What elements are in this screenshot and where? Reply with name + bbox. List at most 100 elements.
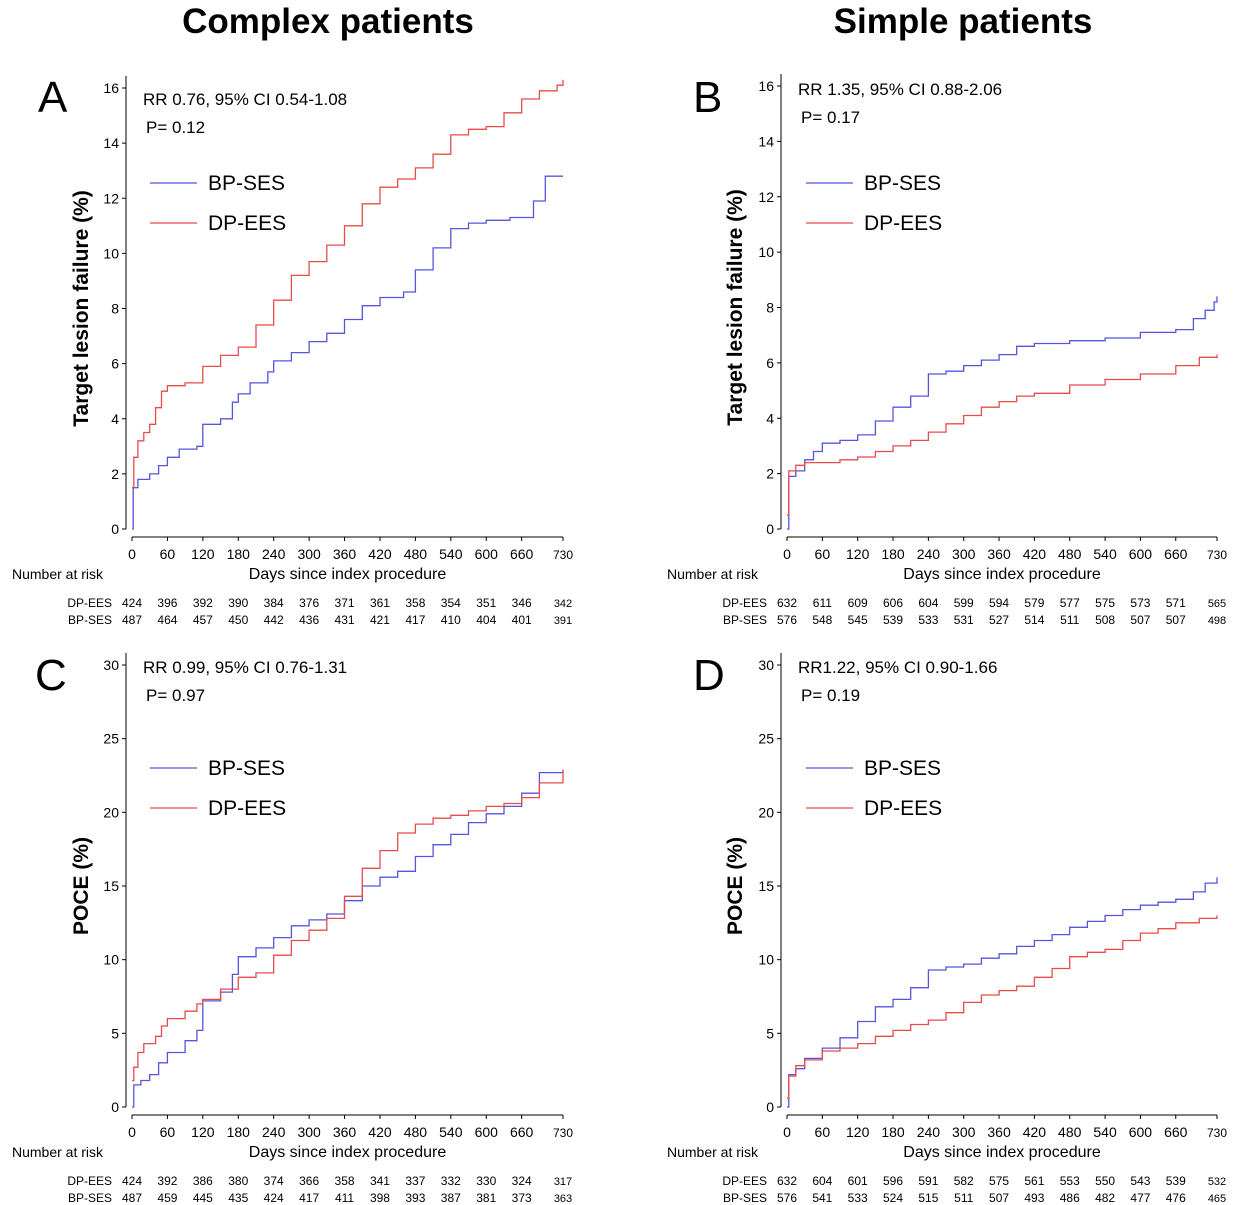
panel-a-risk-value: 390 [228,596,248,610]
panel-a-y-tick-label: 6 [111,356,119,372]
panel-a-y-axis-title: Target lesion failure (%) [70,190,93,427]
panel-b-x-tick-label: 0 [783,546,791,562]
panel-c-y-tick-label: 30 [103,657,119,673]
panel-a-risk-value: 487 [122,613,142,627]
panel-a-y-tick-label: 8 [111,301,119,317]
panel-b-risk-value: 573 [1130,596,1150,610]
panel-a-curve-bp-ses [132,175,563,530]
panel-c-risk-row-label: BP-SES [68,1191,112,1205]
panel-c-risk-value: 424 [264,1191,284,1205]
panel-d-risk-value: 507 [989,1191,1009,1205]
panel-d-risk-heading: Number at risk [667,1144,759,1160]
panel-d-risk-value: 533 [848,1191,868,1205]
panel-b-y-tick-label: 6 [766,355,774,371]
panel-c-risk-value: 386 [193,1174,213,1188]
column-title-simple: Simple patients [833,2,1093,41]
panel-b-legend-label-dp-ees: DP-EES [864,212,942,235]
panel-a-risk-value: 391 [554,615,572,627]
panel-d-risk-value: 576 [777,1191,797,1205]
panel-c-risk-value: 381 [476,1191,496,1205]
panel-c-risk-value: 435 [228,1191,248,1205]
panel-b-annotation-p: P= 0.17 [801,108,860,127]
panel-b-y-tick-label: 14 [758,133,774,149]
panel-a-x-tick-label: 0 [128,546,136,562]
panel-a-risk-value: 464 [157,613,177,627]
panel-a-annotation-rr: RR 0.76, 95% CI 0.54-1.08 [143,90,347,109]
panel-c-risk-value: 374 [264,1174,284,1188]
panel-a-risk-value: 442 [264,613,284,627]
panel-a-x-tick-label: 660 [510,546,534,562]
panel-d-y-tick-label: 20 [758,804,774,820]
panel-c-x-tick-label: 600 [475,1124,499,1140]
panel-c-y-axis-title: POCE (%) [70,837,93,935]
panel-c-risk-value: 424 [122,1174,142,1188]
panel-a-x-tick-label: 540 [439,546,463,562]
panel-c-y-tick-label: 5 [111,1025,119,1041]
panel-a-x-tick-label: 480 [404,546,428,562]
panel-d-risk-value: 632 [777,1174,797,1188]
panel-a-curve-dp-ees [132,79,564,489]
panel-b-y-tick-label: 8 [766,300,774,316]
panel-d-x-tick-label: 660 [1164,1124,1188,1140]
panel-d-x-tick-label: 60 [815,1124,831,1140]
panel-b-risk-value: 576 [777,613,797,627]
panel-c-y-tick-label: 10 [103,952,119,968]
panel-a-risk-row-label: BP-SES [68,613,112,627]
panel-c-risk-value: 337 [405,1174,425,1188]
panel-c-x-tick-label: 730 [553,1126,573,1140]
panel-d-risk-value: 476 [1166,1191,1186,1205]
panel-b-y-tick-label: 12 [758,189,774,205]
panel-d-risk-value: 539 [1166,1174,1186,1188]
panel-b-risk-value: 545 [848,613,868,627]
panel-a-x-tick-label: 420 [368,546,392,562]
panel-a-risk-value: 431 [335,613,355,627]
panel-b-x-tick-label: 360 [987,546,1011,562]
panel-d-y-tick-label: 5 [766,1025,774,1041]
panel-c-x-tick-label: 480 [404,1124,428,1140]
panel-a-y-tick-label: 10 [103,245,119,261]
panel-d-risk-value: 493 [1024,1191,1044,1205]
panel-c-risk-value: 358 [335,1174,355,1188]
panel-d-legend-label-bp-ses: BP-SES [864,757,941,780]
panel-a-annotation-p: P= 0.12 [146,118,205,137]
panel-d-risk-value: 541 [812,1191,832,1205]
panel-c-x-tick-label: 300 [297,1124,321,1140]
panel-b-risk-value: 594 [989,596,1009,610]
panel-a-y-tick-label: 2 [111,466,119,482]
panel-b-annotation-rr: RR 1.35, 95% CI 0.88-2.06 [798,80,1002,99]
panel-b-y-tick-label: 10 [758,244,774,260]
panel-c-x-axis-title: Days since index procedure [249,1144,447,1161]
panel-b-risk-row-label: DP-EES [722,596,767,610]
panel-a-y-tick-label: 0 [111,521,119,537]
panel-d-risk-row-label: DP-EES [722,1174,767,1188]
panel-a-x-axis-title: Days since index procedure [249,566,447,583]
panel-d-risk-value: 477 [1130,1191,1150,1205]
panel-c-x-tick-label: 120 [191,1124,215,1140]
panel-b-risk-value: 606 [883,596,903,610]
panel-d-risk-value: 543 [1130,1174,1150,1188]
panel-a-risk-heading: Number at risk [12,566,104,582]
panel-d-x-tick-label: 600 [1129,1124,1153,1140]
panel-d-risk-value: 561 [1024,1174,1044,1188]
panel-c-x-tick-label: 420 [368,1124,392,1140]
panel-c-risk-value: 459 [157,1191,177,1205]
panel-a-x-tick-label: 600 [475,546,499,562]
panel-b-risk-value: 609 [848,596,868,610]
panel-b-x-tick-label: 300 [952,546,976,562]
panel-c-risk-value: 332 [441,1174,461,1188]
panel-d-risk-value: 524 [883,1191,903,1205]
panel-b-y-tick-label: 4 [766,410,774,426]
panel-c-risk-value: 487 [122,1191,142,1205]
panel-c-risk-value: 411 [335,1191,354,1205]
panel-b-risk-value: 571 [1166,596,1186,610]
panel-c-risk-value: 317 [554,1176,572,1188]
panel-d-annotation-p: P= 0.19 [801,686,860,705]
panel-d-risk-row-label: BP-SES [723,1191,767,1205]
panel-a-letter: A [38,73,68,122]
panel-b-curve-dp-ees [787,354,1218,516]
panel-b-risk-value: 548 [812,613,832,627]
panel-c-risk-heading: Number at risk [12,1144,104,1160]
panel-a-risk-value: 421 [370,613,390,627]
panel-a-x-tick-label: 360 [333,546,357,562]
